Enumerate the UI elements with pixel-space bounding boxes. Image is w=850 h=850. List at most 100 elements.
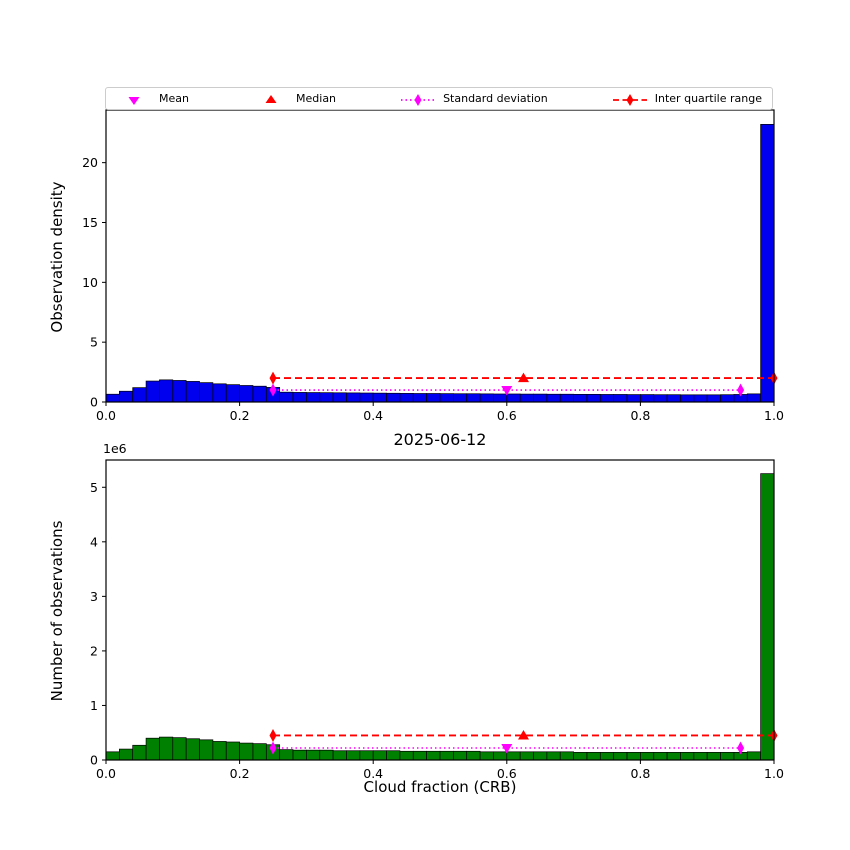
x-tick-label: 0.2 — [230, 408, 250, 423]
bar — [159, 736, 174, 761]
mean-marker — [501, 744, 513, 754]
iqr-marker-icon — [612, 92, 648, 106]
bar — [559, 751, 574, 761]
bar — [573, 752, 588, 761]
std-diamond-marker — [737, 741, 745, 755]
bar — [172, 737, 187, 761]
bar — [760, 124, 775, 403]
bar — [506, 751, 521, 761]
bars — [105, 473, 775, 761]
bar — [519, 751, 534, 761]
bar — [746, 393, 761, 403]
bars — [105, 124, 775, 403]
bar — [346, 392, 361, 403]
bar — [533, 393, 548, 403]
bar — [172, 380, 187, 403]
iqr-diamond-marker — [269, 371, 277, 385]
bar — [626, 752, 641, 761]
x-tick-label: 0.0 — [96, 408, 116, 423]
bar — [132, 744, 147, 761]
y-tick-label: 2 — [90, 643, 98, 658]
legend-item-mean: Mean — [116, 92, 189, 106]
y-tick-label: 5 — [90, 335, 98, 350]
bar — [546, 393, 561, 403]
bar — [666, 394, 681, 403]
bar — [506, 393, 521, 403]
top-y-axis-label: Observation density — [48, 181, 66, 333]
bar — [225, 741, 240, 761]
bar — [105, 751, 120, 761]
bar — [493, 751, 508, 761]
bar — [453, 393, 468, 403]
bar — [706, 752, 721, 761]
bar — [439, 393, 454, 403]
legend-label-median: Median — [296, 92, 337, 105]
std-diamond-marker — [269, 741, 277, 755]
axes-frame — [105, 459, 775, 761]
bar — [119, 390, 134, 403]
bar — [626, 394, 641, 403]
bar — [399, 750, 414, 761]
y-tick-label: 1 — [90, 698, 98, 713]
legend-item-iqr: Inter quartile range — [612, 92, 762, 106]
bar — [359, 750, 374, 761]
y-tick-label: 4 — [90, 534, 98, 549]
x-tick-label: 0.6 — [497, 766, 517, 781]
x-tick-label: 0.2 — [230, 766, 250, 781]
bar — [105, 393, 120, 403]
bar — [746, 751, 761, 761]
bar — [225, 384, 240, 403]
bar — [720, 394, 735, 403]
bar — [145, 737, 160, 761]
mean-marker — [501, 386, 513, 396]
bar — [252, 385, 267, 403]
bar — [359, 392, 374, 403]
bar — [613, 752, 628, 761]
std-diamond-marker — [269, 383, 277, 397]
iqr-diamond-marker — [269, 728, 277, 742]
y-tick-label: 20 — [82, 155, 98, 170]
bar — [640, 752, 655, 761]
x-tick-label: 0.4 — [363, 408, 383, 423]
bar — [386, 392, 401, 403]
bar — [306, 392, 321, 403]
mean-marker-icon — [116, 92, 152, 106]
bar — [666, 752, 681, 761]
bar — [546, 751, 561, 761]
legend-label-mean: Mean — [159, 92, 189, 105]
bar — [279, 391, 294, 403]
y-tick-label: 5 — [90, 480, 98, 495]
bar — [239, 742, 254, 761]
bar — [199, 382, 214, 403]
bar — [386, 750, 401, 761]
bar — [292, 392, 307, 403]
x-tick-label: 0.8 — [630, 408, 650, 423]
bar — [306, 749, 321, 761]
y-tick-label: 10 — [82, 275, 98, 290]
bar — [412, 393, 427, 403]
bar — [693, 752, 708, 761]
bar — [479, 393, 494, 403]
bar — [640, 394, 655, 403]
bar — [466, 393, 481, 403]
bar — [559, 393, 574, 403]
bar — [212, 383, 227, 403]
bar — [239, 385, 254, 403]
bar — [399, 393, 414, 403]
axes-frame — [105, 109, 775, 403]
bar — [199, 739, 214, 761]
x-tick-label: 0.6 — [497, 408, 517, 423]
bar — [533, 751, 548, 761]
bar — [132, 387, 147, 403]
legend-label-iqr: Inter quartile range — [654, 92, 762, 105]
chart-title-date: 2025-06-12 — [393, 430, 487, 449]
median-marker — [518, 729, 529, 740]
bar — [319, 392, 334, 403]
x-axis-label: Cloud fraction (CRB) — [363, 778, 517, 796]
legend-item-std: Standard deviation — [400, 92, 548, 106]
bar — [292, 749, 307, 761]
y-tick-label: 0 — [90, 395, 98, 410]
chart-1: 0.0 0.2 0.4 0.6 0.8 1.0 0 1 2 3 4 5 — [90, 459, 784, 781]
y-tick-label: 3 — [90, 589, 98, 604]
bar — [279, 749, 294, 761]
